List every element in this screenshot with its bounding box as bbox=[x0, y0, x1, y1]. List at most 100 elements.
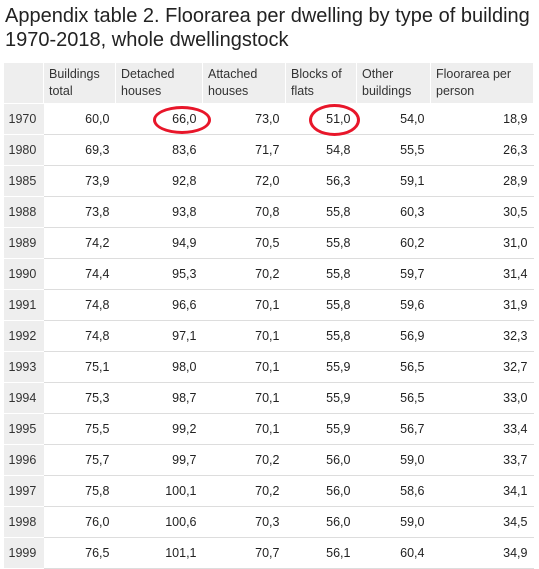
cell-buildings-total: 75,3 bbox=[43, 382, 116, 414]
cell-year: 1998 bbox=[3, 506, 44, 538]
cell-other-buildings: 60,2 bbox=[356, 227, 431, 259]
cell-floorarea-per-person: 34,9 bbox=[430, 537, 534, 569]
cell-other-buildings: 56,7 bbox=[356, 413, 431, 445]
highlight-circle-flats-1970 bbox=[309, 104, 360, 136]
cell-blocks-of-flats: 55,8 bbox=[285, 289, 357, 321]
table-body: 1970 60,0 66,0 73,0 51,0 54,0 18,9 1980 69,3 83,6… bbox=[3, 103, 534, 569]
cell-attached-houses: 70,1 bbox=[202, 289, 286, 321]
cell-detached-houses: 98,7 bbox=[115, 382, 203, 414]
cell-floorarea-per-person: 33,4 bbox=[430, 413, 534, 445]
cell-detached-houses: 95,3 bbox=[115, 258, 203, 290]
cell-year: 1990 bbox=[3, 258, 44, 290]
cell-other-buildings: 55,5 bbox=[356, 134, 431, 166]
cell-attached-houses: 70,2 bbox=[202, 258, 286, 290]
cell-attached-houses: 70,2 bbox=[202, 444, 286, 476]
column-header-attached-houses: Attached houses bbox=[202, 62, 286, 104]
cell-attached-houses: 70,7 bbox=[202, 537, 286, 569]
cell-buildings-total: 74,8 bbox=[43, 289, 116, 321]
cell-year: 1996 bbox=[3, 444, 44, 476]
cell-year: 1980 bbox=[3, 134, 44, 166]
cell-blocks-of-flats: 55,9 bbox=[285, 382, 357, 414]
cell-detached-houses: 99,2 bbox=[115, 413, 203, 445]
cell-blocks-of-flats: 55,9 bbox=[285, 413, 357, 445]
page-title: Appendix table 2. Floorarea per dwelling… bbox=[5, 5, 530, 51]
cell-other-buildings: 59,6 bbox=[356, 289, 431, 321]
cell-detached-houses: 100,6 bbox=[115, 506, 203, 538]
cell-year: 1992 bbox=[3, 320, 44, 352]
cell-buildings-total: 75,8 bbox=[43, 475, 116, 507]
cell-blocks-of-flats: 55,8 bbox=[285, 258, 357, 290]
cell-buildings-total: 73,8 bbox=[43, 196, 116, 228]
cell-year: 1997 bbox=[3, 475, 44, 507]
cell-other-buildings: 60,3 bbox=[356, 196, 431, 228]
table-row: 1993 75,1 98,0 70,1 55,9 56,5 32,7 bbox=[3, 351, 534, 383]
cell-other-buildings: 56,5 bbox=[356, 382, 431, 414]
table-row: 1992 74,8 97,1 70,1 55,8 56,9 32,3 bbox=[3, 320, 534, 352]
column-header-floorarea-per-person: Floorarea per person bbox=[430, 62, 534, 104]
cell-year: 1993 bbox=[3, 351, 44, 383]
column-header-blocks-of-flats: Blocks of flats bbox=[285, 62, 357, 104]
cell-attached-houses: 71,7 bbox=[202, 134, 286, 166]
cell-detached-houses: 93,8 bbox=[115, 196, 203, 228]
cell-blocks-of-flats: 56,3 bbox=[285, 165, 357, 197]
table-row: 1997 75,8 100,1 70,2 56,0 58,6 34,1 bbox=[3, 475, 534, 507]
table-row: 1994 75,3 98,7 70,1 55,9 56,5 33,0 bbox=[3, 382, 534, 414]
table-row: 1989 74,2 94,9 70,5 55,8 60,2 31,0 bbox=[3, 227, 534, 259]
cell-other-buildings: 59,1 bbox=[356, 165, 431, 197]
cell-attached-houses: 70,1 bbox=[202, 382, 286, 414]
cell-buildings-total: 74,4 bbox=[43, 258, 116, 290]
column-header-other-buildings: Other buildings bbox=[356, 62, 431, 104]
cell-attached-houses: 70,8 bbox=[202, 196, 286, 228]
cell-attached-houses: 70,3 bbox=[202, 506, 286, 538]
cell-year: 1994 bbox=[3, 382, 44, 414]
cell-floorarea-per-person: 33,0 bbox=[430, 382, 534, 414]
cell-blocks-of-flats: 55,8 bbox=[285, 320, 357, 352]
cell-detached-houses: 99,7 bbox=[115, 444, 203, 476]
cell-blocks-of-flats: 55,8 bbox=[285, 196, 357, 228]
cell-attached-houses: 70,2 bbox=[202, 475, 286, 507]
cell-buildings-total: 75,7 bbox=[43, 444, 116, 476]
cell-detached-houses: 98,0 bbox=[115, 351, 203, 383]
data-table: Buildings total Detached houses Attached… bbox=[3, 62, 534, 569]
cell-floorarea-per-person: 30,5 bbox=[430, 196, 534, 228]
cell-other-buildings: 58,6 bbox=[356, 475, 431, 507]
cell-attached-houses: 70,1 bbox=[202, 320, 286, 352]
cell-other-buildings: 59,0 bbox=[356, 506, 431, 538]
cell-buildings-total: 60,0 bbox=[43, 103, 116, 135]
cell-detached-houses: 101,1 bbox=[115, 537, 203, 569]
table-row: 1985 73,9 92,8 72,0 56,3 59,1 28,9 bbox=[3, 165, 534, 197]
cell-other-buildings: 59,7 bbox=[356, 258, 431, 290]
table-row: 1980 69,3 83,6 71,7 54,8 55,5 26,3 bbox=[3, 134, 534, 166]
column-header-buildings-total: Buildings total bbox=[43, 62, 116, 104]
cell-floorarea-per-person: 31,0 bbox=[430, 227, 534, 259]
cell-floorarea-per-person: 26,3 bbox=[430, 134, 534, 166]
cell-detached-houses: 92,8 bbox=[115, 165, 203, 197]
cell-year: 1988 bbox=[3, 196, 44, 228]
cell-blocks-of-flats: 56,1 bbox=[285, 537, 357, 569]
cell-buildings-total: 69,3 bbox=[43, 134, 116, 166]
cell-other-buildings: 54,0 bbox=[356, 103, 431, 135]
cell-blocks-of-flats: 56,0 bbox=[285, 475, 357, 507]
cell-buildings-total: 73,9 bbox=[43, 165, 116, 197]
cell-year: 1989 bbox=[3, 227, 44, 259]
cell-detached-houses: 97,1 bbox=[115, 320, 203, 352]
cell-attached-houses: 73,0 bbox=[202, 103, 286, 135]
cell-blocks-of-flats: 55,9 bbox=[285, 351, 357, 383]
table-row: 1991 74,8 96,6 70,1 55,8 59,6 31,9 bbox=[3, 289, 534, 321]
table-header-row: Buildings total Detached houses Attached… bbox=[3, 62, 534, 104]
table-row: 1996 75,7 99,7 70,2 56,0 59,0 33,7 bbox=[3, 444, 534, 476]
cell-other-buildings: 56,5 bbox=[356, 351, 431, 383]
cell-year: 1999 bbox=[3, 537, 44, 569]
cell-year: 1991 bbox=[3, 289, 44, 321]
cell-attached-houses: 70,1 bbox=[202, 413, 286, 445]
cell-blocks-of-flats: 56,0 bbox=[285, 444, 357, 476]
table-row: 1998 76,0 100,6 70,3 56,0 59,0 34,5 bbox=[3, 506, 534, 538]
cell-floorarea-per-person: 18,9 bbox=[430, 103, 534, 135]
cell-detached-houses: 100,1 bbox=[115, 475, 203, 507]
cell-detached-houses: 94,9 bbox=[115, 227, 203, 259]
cell-floorarea-per-person: 31,9 bbox=[430, 289, 534, 321]
cell-buildings-total: 74,2 bbox=[43, 227, 116, 259]
cell-floorarea-per-person: 32,7 bbox=[430, 351, 534, 383]
cell-floorarea-per-person: 32,3 bbox=[430, 320, 534, 352]
cell-blocks-of-flats: 54,8 bbox=[285, 134, 357, 166]
